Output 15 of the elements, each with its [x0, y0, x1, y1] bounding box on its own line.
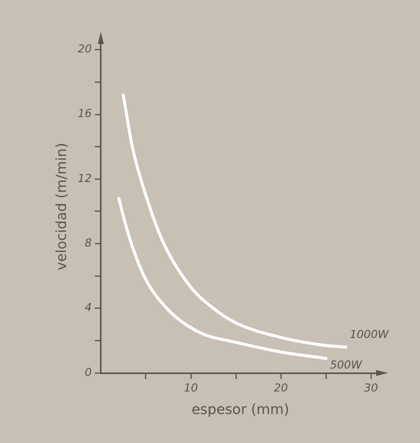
line-series: [122, 93, 348, 349]
x-tick-label: 10: [184, 381, 198, 394]
y-tick-label: 20: [78, 42, 92, 56]
y-tick-label: 16: [78, 107, 92, 120]
y-tick-label: 4: [84, 301, 92, 314]
line-series: [117, 196, 328, 360]
series-label: 1000W: [350, 328, 390, 341]
y-tick-label: 0: [84, 366, 92, 379]
y-axis-title: velocidad (m/min): [54, 142, 70, 270]
x-tick-label: 20: [274, 381, 288, 394]
x-tick-label: 30: [364, 381, 378, 394]
x-axis-title: espesor (mm): [192, 402, 290, 418]
y-tick-label: 8: [84, 236, 92, 250]
series-label: 500W: [330, 358, 363, 372]
y-tick-label: 12: [78, 172, 92, 185]
